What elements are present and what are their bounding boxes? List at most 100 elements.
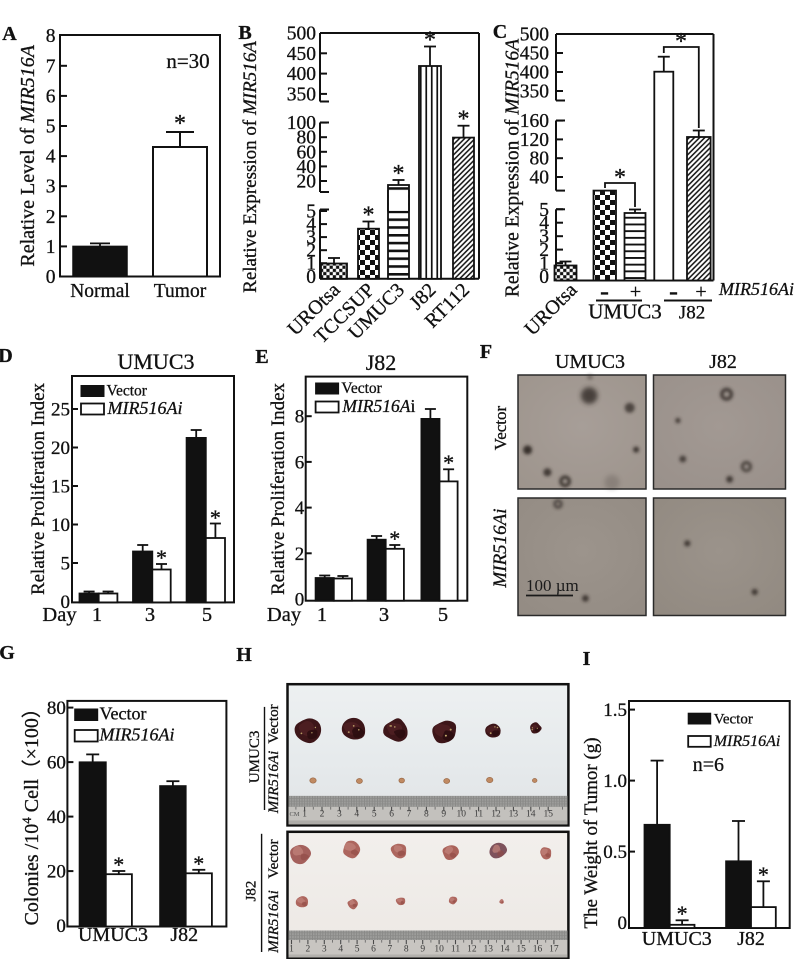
svg-text:*: * xyxy=(389,526,400,551)
svg-text:17: 17 xyxy=(549,945,559,955)
svg-text:10: 10 xyxy=(51,515,70,536)
svg-text:5: 5 xyxy=(438,604,448,626)
svg-text:MIR516Ai: MIR516Ai xyxy=(341,396,415,416)
svg-text:400: 400 xyxy=(287,64,316,85)
svg-text:100 µm: 100 µm xyxy=(526,576,579,595)
svg-text:1: 1 xyxy=(539,254,549,275)
svg-text:0: 0 xyxy=(46,267,56,288)
svg-text:MIR516Ai: MIR516Ai xyxy=(99,725,175,745)
svg-text:0: 0 xyxy=(56,916,66,937)
svg-text:14: 14 xyxy=(500,945,510,955)
svg-text:Colonies /104 Cell（×100）: Colonies /104 Cell（×100） xyxy=(19,699,44,926)
svg-text:3: 3 xyxy=(379,604,389,626)
svg-text:4: 4 xyxy=(295,498,305,519)
svg-text:1.5: 1.5 xyxy=(603,700,627,721)
svg-text:9: 9 xyxy=(441,810,446,820)
svg-text:11: 11 xyxy=(451,945,460,955)
svg-text:0: 0 xyxy=(618,913,628,934)
svg-text:3: 3 xyxy=(306,228,316,249)
svg-text:*: * xyxy=(675,29,687,55)
svg-text:Day: Day xyxy=(42,604,77,626)
svg-text:MIR516Ai: MIR516Ai xyxy=(107,398,183,418)
svg-text:*: * xyxy=(156,545,167,570)
svg-text:Vector: Vector xyxy=(266,839,282,878)
svg-text:15: 15 xyxy=(543,810,553,820)
svg-text:6: 6 xyxy=(295,452,305,473)
svg-text:8: 8 xyxy=(404,945,409,955)
svg-text:12: 12 xyxy=(467,945,477,955)
svg-text:13: 13 xyxy=(484,945,494,955)
svg-text:+: + xyxy=(630,281,641,303)
svg-text:5: 5 xyxy=(61,554,71,575)
svg-text:UMUC3: UMUC3 xyxy=(117,349,194,374)
svg-text:J82: J82 xyxy=(737,928,765,950)
svg-text:*: * xyxy=(193,851,204,876)
svg-text:2: 2 xyxy=(295,544,305,565)
svg-text:350: 350 xyxy=(520,82,549,103)
svg-text:1: 1 xyxy=(306,254,316,275)
svg-text:1.0: 1.0 xyxy=(603,771,627,792)
svg-text:*: * xyxy=(443,450,454,475)
svg-text:20: 20 xyxy=(297,172,317,193)
svg-text:J82: J82 xyxy=(244,881,260,902)
svg-text:25: 25 xyxy=(51,400,70,421)
svg-text:UMUC3: UMUC3 xyxy=(78,924,148,946)
svg-text:0: 0 xyxy=(306,267,316,288)
svg-text:Day: Day xyxy=(267,604,302,626)
svg-text:-: - xyxy=(600,276,609,306)
svg-text:7: 7 xyxy=(46,56,56,77)
svg-text:0: 0 xyxy=(61,592,71,613)
svg-text:4: 4 xyxy=(338,945,343,955)
svg-text:*: * xyxy=(458,107,470,133)
svg-text:5: 5 xyxy=(539,200,549,221)
svg-text:5: 5 xyxy=(306,202,316,223)
svg-text:2: 2 xyxy=(320,810,325,820)
svg-text:*: * xyxy=(363,203,375,229)
svg-text:0: 0 xyxy=(539,267,549,288)
svg-text:*: * xyxy=(210,505,221,530)
svg-text:Relative Expression of MIR516A: Relative Expression of MIR516A xyxy=(240,41,261,293)
svg-text:I: I xyxy=(583,648,591,670)
svg-text:60: 60 xyxy=(297,142,317,163)
svg-text:The Weight of Tumor (g): The Weight of Tumor (g) xyxy=(581,737,602,928)
svg-text:MIR516Ai: MIR516Ai xyxy=(266,890,282,953)
svg-text:Vector: Vector xyxy=(341,380,382,397)
svg-text:4: 4 xyxy=(306,215,316,236)
svg-text:1: 1 xyxy=(46,237,56,258)
svg-text:C: C xyxy=(493,21,507,43)
svg-text:3: 3 xyxy=(337,810,342,820)
svg-text:*: * xyxy=(424,28,436,54)
svg-text:2: 2 xyxy=(539,240,549,261)
svg-text:E: E xyxy=(255,346,268,368)
svg-text:0: 0 xyxy=(295,590,305,611)
svg-text:6: 6 xyxy=(46,86,56,107)
svg-text:1: 1 xyxy=(302,810,307,820)
svg-text:350: 350 xyxy=(287,84,316,105)
svg-text:8: 8 xyxy=(424,810,429,820)
svg-text:J82: J82 xyxy=(709,351,737,373)
svg-text:UMUC3: UMUC3 xyxy=(247,731,263,784)
svg-text:9: 9 xyxy=(420,945,425,955)
svg-text:40: 40 xyxy=(297,157,317,178)
svg-text:4: 4 xyxy=(539,213,549,234)
svg-text:5: 5 xyxy=(202,604,212,626)
svg-text:450: 450 xyxy=(287,44,316,65)
svg-text:5: 5 xyxy=(372,810,377,820)
svg-text:J82: J82 xyxy=(679,303,705,324)
svg-text:1: 1 xyxy=(317,604,327,626)
svg-text:Vector: Vector xyxy=(107,383,148,400)
svg-text:6: 6 xyxy=(371,945,376,955)
svg-text:*: * xyxy=(614,165,626,191)
svg-text:4: 4 xyxy=(46,147,56,168)
svg-text:5: 5 xyxy=(355,945,360,955)
svg-text:8: 8 xyxy=(46,26,56,47)
svg-text:2: 2 xyxy=(306,945,311,955)
svg-text:*: * xyxy=(677,901,688,926)
svg-text:Relative Expression of MIR516A: Relative Expression of MIR516A xyxy=(503,39,524,297)
svg-text:12: 12 xyxy=(491,810,501,820)
svg-text:B: B xyxy=(238,22,251,44)
svg-text:15: 15 xyxy=(516,945,526,955)
svg-text:1: 1 xyxy=(289,945,294,955)
svg-text:40: 40 xyxy=(47,807,66,828)
svg-text:20: 20 xyxy=(47,862,66,883)
